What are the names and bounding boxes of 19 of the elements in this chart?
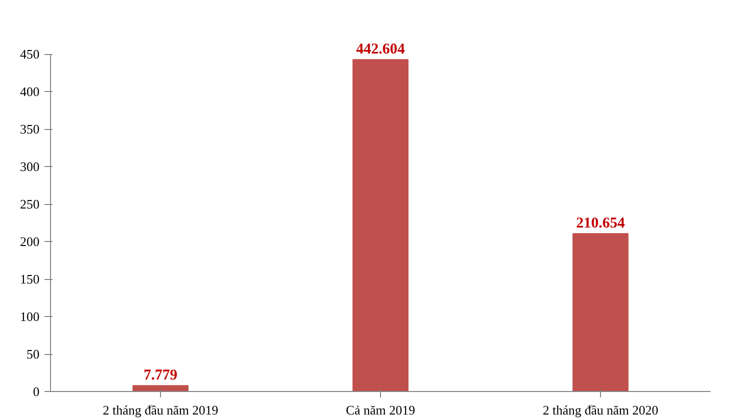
bar [352, 59, 408, 392]
y-tick-label: 450 [20, 46, 40, 62]
x-tick-label: 2 tháng đầu năm 2020 [542, 402, 658, 418]
bar [572, 233, 628, 392]
y-tick-label: 50 [26, 346, 40, 362]
y-tick-label: 0 [33, 384, 40, 399]
text: 210.654 [576, 216, 625, 232]
y-tick-label: 150 [20, 272, 40, 287]
y-tick-label: 400 [20, 84, 40, 100]
y-tick-label: 250 [20, 196, 40, 212]
y-tick-label: 200 [20, 234, 40, 250]
x-tick-label: 2 tháng đầu năm 2019 [102, 402, 218, 418]
y-tick-label: 300 [20, 159, 40, 174]
text: 7.779 [144, 368, 178, 384]
y-tick-label: 350 [20, 122, 40, 137]
text: 442.604 [356, 42, 405, 58]
y-tick-label: 100 [20, 309, 40, 324]
x-tick-label: Cả năm 2019 [346, 402, 416, 418]
bar [132, 385, 188, 392]
